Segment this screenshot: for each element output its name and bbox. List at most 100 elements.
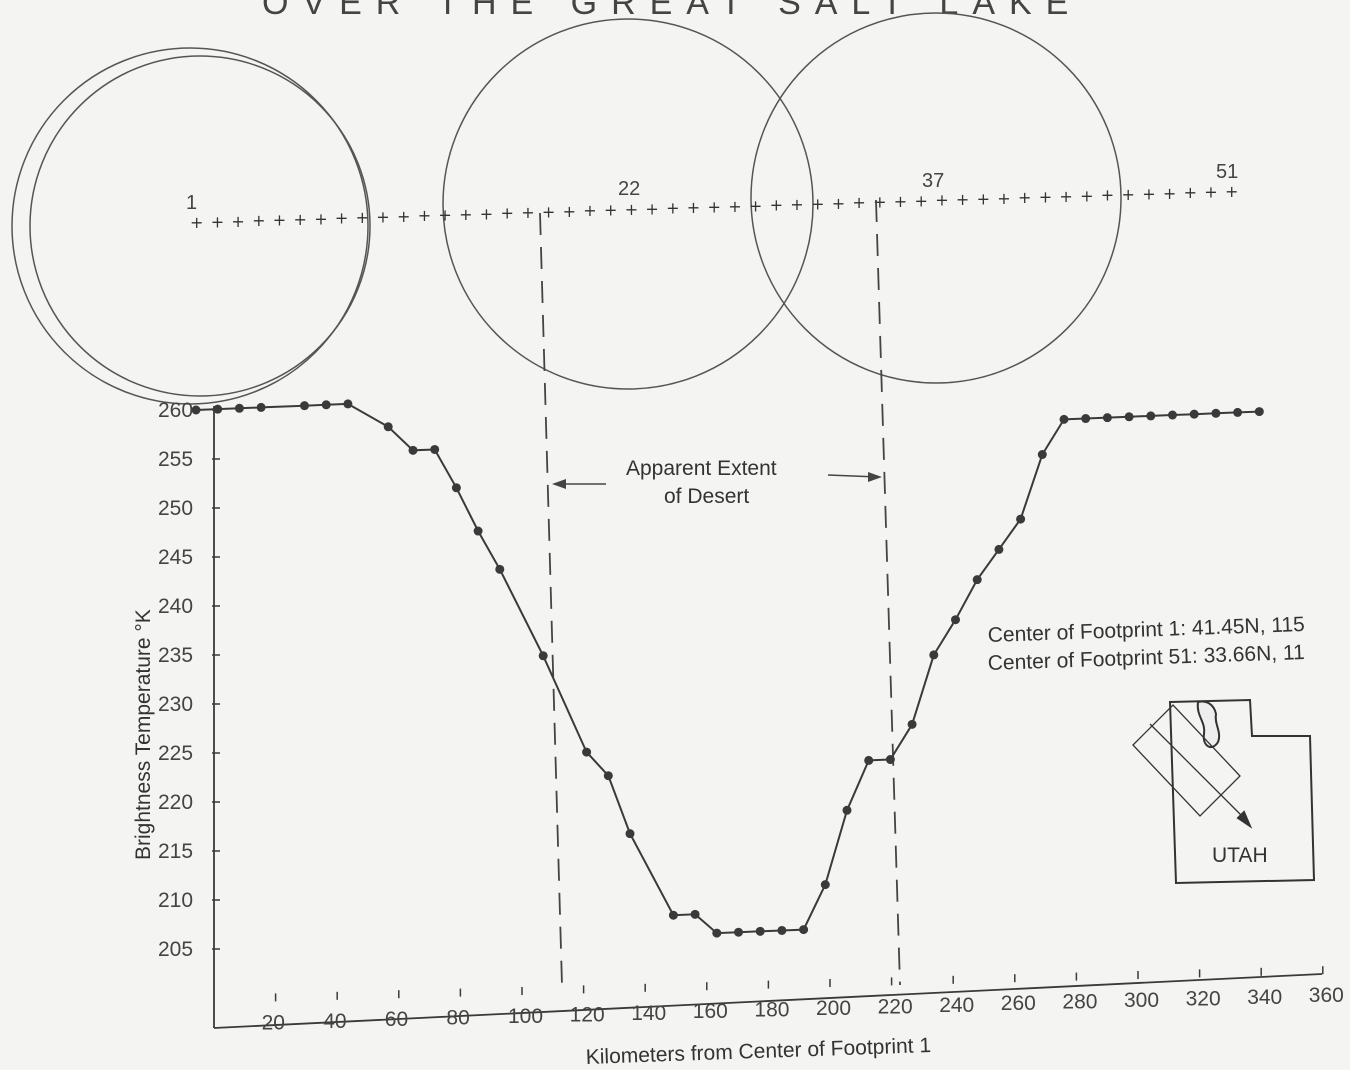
track-arrowhead xyxy=(1236,810,1253,829)
footprint-marker: + xyxy=(273,211,286,230)
data-point xyxy=(213,404,223,414)
desert-arrowhead-right xyxy=(868,472,882,482)
data-point xyxy=(690,909,700,919)
x-tick-label: 140 xyxy=(631,1002,666,1025)
footprint-circle-37 xyxy=(750,12,1122,384)
x-tick-label: 280 xyxy=(1062,991,1097,1014)
footprint-marker: + xyxy=(1122,185,1135,204)
footprint-marker: + xyxy=(687,198,700,217)
footprint-circles xyxy=(11,12,1122,405)
data-point xyxy=(538,651,548,661)
footprint-marker: + xyxy=(418,206,431,225)
footprint-track: + + + + + + + + + + + + + + + + + + + + + + + + + + + + + + + + + + + + + + + +… xyxy=(190,182,1238,232)
footprint-marker: + xyxy=(666,199,679,218)
x-tick-label: 80 xyxy=(446,1007,469,1030)
footprint-marker: + xyxy=(542,202,555,221)
footprint-marker: + xyxy=(1080,186,1093,205)
footprint-marker: + xyxy=(749,196,762,215)
data-point xyxy=(383,422,393,432)
data-point xyxy=(603,771,613,781)
data-point xyxy=(1254,407,1264,417)
footprint-marker: + xyxy=(376,207,389,226)
footprint-marker: + xyxy=(521,203,534,222)
y-tick-label: 230 xyxy=(158,693,193,716)
footprint-marker: + xyxy=(728,197,741,216)
x-tick-label: 340 xyxy=(1247,986,1282,1009)
data-point xyxy=(625,829,635,839)
data-point xyxy=(994,544,1004,554)
footprint-marker: + xyxy=(770,196,783,215)
footprint-marker: + xyxy=(997,189,1010,208)
footprint-marker: + xyxy=(977,189,990,208)
footprint-marker: + xyxy=(1059,187,1072,206)
data-point xyxy=(842,805,852,815)
footprint-marker: + xyxy=(956,190,969,209)
data-point xyxy=(712,928,722,938)
footprint-marker: + xyxy=(625,200,638,219)
series-brightness xyxy=(191,399,1264,938)
x-axis-label: Kilometers from Center of Footprint 1 xyxy=(585,1034,931,1069)
data-point xyxy=(1211,408,1221,418)
footprint-marker: + xyxy=(1184,183,1197,202)
footprint-marker: + xyxy=(480,204,493,223)
footprint-marker: + xyxy=(1039,188,1052,207)
desert-boundary-right xyxy=(875,199,901,986)
data-point xyxy=(951,615,960,625)
y-tick-label: 215 xyxy=(158,840,193,863)
footprint-marker: + xyxy=(501,204,514,223)
footprint-circle-1-inner xyxy=(29,55,371,397)
footprint-marker: + xyxy=(708,198,721,217)
footprint-circle-1-outer xyxy=(11,47,369,405)
desert-label-line2: of Desert xyxy=(664,485,749,508)
data-point xyxy=(755,926,765,936)
figure-title: OVER THE GREAT SALT LAKE xyxy=(262,0,1082,22)
data-point xyxy=(430,444,440,454)
footprint-marker: + xyxy=(459,205,472,224)
data-point xyxy=(668,910,678,920)
footprint-marker: + xyxy=(335,209,348,228)
x-tick-label: 40 xyxy=(323,1010,346,1033)
data-point xyxy=(473,526,483,536)
data-point xyxy=(972,575,982,585)
center-footprint-51: Center of Footprint 51: 33.66N, 11 xyxy=(987,641,1305,675)
data-point xyxy=(907,719,917,729)
x-tick-label: 20 xyxy=(262,1011,285,1034)
x-tick-label: 240 xyxy=(939,994,974,1017)
x-tick-label: 220 xyxy=(878,995,913,1018)
footprint-marker: + xyxy=(438,206,451,225)
data-point xyxy=(343,399,353,409)
y-tick-label: 205 xyxy=(158,938,193,961)
footprint-label-37: 37 xyxy=(922,170,944,192)
data-point xyxy=(451,483,461,493)
data-point xyxy=(1168,410,1177,420)
swath-track-line xyxy=(1149,723,1249,823)
footprint-marker: + xyxy=(915,191,928,210)
y-tick-label: 260 xyxy=(158,399,193,422)
x-tick-label: 60 xyxy=(385,1008,408,1031)
footprint-marker: + xyxy=(832,194,845,213)
data-point xyxy=(1081,414,1091,424)
x-tick-label: 260 xyxy=(1001,992,1036,1015)
y-tick-label: 220 xyxy=(158,791,193,814)
desert-label-line1: Apparent Extent xyxy=(626,457,777,480)
desert-arrowhead-left xyxy=(552,479,566,489)
data-point xyxy=(1189,409,1199,419)
data-point xyxy=(820,880,830,890)
y-tick-label: 240 xyxy=(158,595,193,618)
y-ticks: 205 210 215 220 225 230 235 240 245 250 255 260 xyxy=(158,399,220,961)
data-point xyxy=(734,927,743,937)
footprint-marker: + xyxy=(190,213,203,232)
x-tick-label: 300 xyxy=(1124,989,1159,1012)
data-point xyxy=(321,400,331,410)
data-point xyxy=(1124,412,1134,422)
data-point xyxy=(191,405,201,415)
y-tick-label: 245 xyxy=(158,546,193,569)
footprint-marker: + xyxy=(211,212,224,231)
footprint-marker: + xyxy=(811,194,824,213)
footprint-marker: + xyxy=(790,195,803,214)
footprint-marker: + xyxy=(1225,182,1238,201)
footprint-marker: + xyxy=(252,211,265,230)
data-point xyxy=(582,747,592,757)
footprint-marker: + xyxy=(1204,183,1217,202)
footprint-label-22: 22 xyxy=(618,178,640,200)
